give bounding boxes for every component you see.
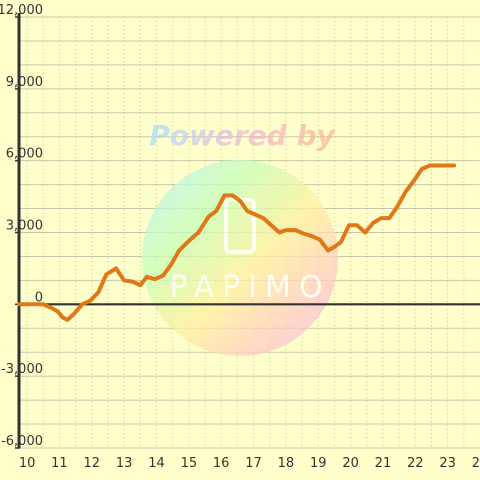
x-tick-label: 16: [213, 456, 230, 471]
x-tick-label: 13: [116, 456, 133, 471]
y-tick-label: 3,000: [6, 219, 43, 234]
series-line: [17, 163, 457, 322]
x-tick-label: 24: [472, 456, 480, 471]
x-tick-label: 18: [278, 456, 295, 471]
y-tick-label: -6,000: [1, 434, 43, 449]
x-tick-label: 22: [407, 456, 424, 471]
y-tick-label: 9,000: [6, 75, 43, 90]
watermark-brand: PAPIMO: [169, 270, 330, 305]
series-group: [17, 163, 457, 322]
x-tick-label: 11: [51, 456, 68, 471]
y-tick-label: 12,000: [0, 3, 43, 18]
x-tick-label: 17: [245, 456, 262, 471]
x-tick-label: 20: [342, 456, 359, 471]
tick-labels: -6,000 -3,000 0 3,000 6,000 9,000 12,000 10 11 12…: [0, 3, 480, 471]
x-tick-label: 21: [375, 456, 392, 471]
y-tick-label: 6,000: [6, 147, 43, 162]
axes: [15, 13, 480, 449]
x-tick-label: 14: [148, 456, 165, 471]
x-tick-label: 12: [84, 456, 101, 471]
x-tick-label: 10: [19, 456, 36, 471]
x-tick-label: 23: [439, 456, 456, 471]
x-tick-label: 15: [181, 456, 198, 471]
x-tick-label: 19: [310, 456, 327, 471]
watermark-logo-circle: [142, 160, 338, 356]
watermark-title: Powered by: [149, 119, 336, 152]
y-tick-label: -3,000: [1, 362, 43, 377]
y-tick-label: 0: [35, 290, 43, 305]
